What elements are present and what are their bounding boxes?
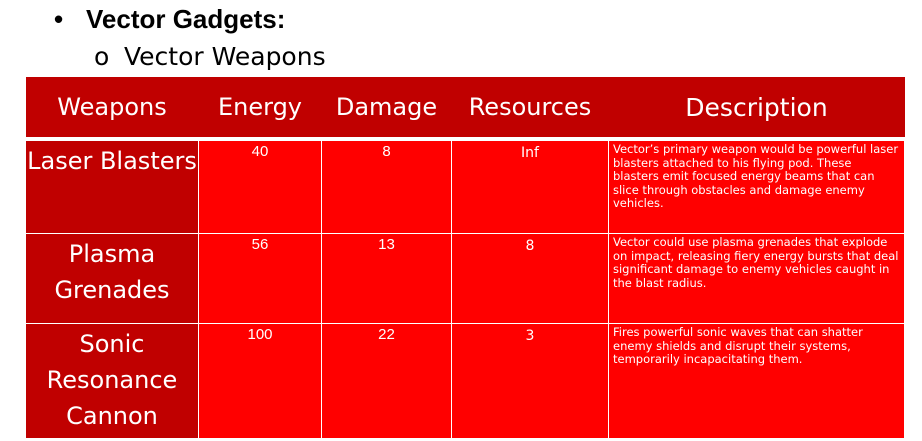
weapon-name: Laser Blasters [25, 138, 199, 234]
weapon-damage: 13 [321, 233, 452, 324]
weapon-energy: 56 [198, 233, 322, 324]
weapon-description: Vector’s primary weapon would be powerfu… [608, 138, 905, 234]
weapons-table: Weapons Energy Damage Resources Descript… [25, 77, 905, 439]
weapon-energy: 100 [198, 323, 322, 439]
header-energy: Energy [198, 77, 322, 141]
weapon-energy: 40 [198, 138, 322, 234]
table-row: Sonic Resonance Cannon 100 22 3 Fires po… [25, 323, 905, 439]
header-resources: Resources [451, 77, 609, 141]
weapon-description: Vector could use plasma grenades that ex… [608, 233, 905, 324]
weapon-description: Fires powerful sonic waves that can shat… [608, 323, 905, 439]
table-row: Plasma Grenades 56 13 8 Vector could use… [25, 233, 905, 324]
weapon-damage: 22 [321, 323, 452, 439]
subsection-heading-text: Vector Weapons [124, 42, 326, 71]
hollow-bullet-icon: o [94, 42, 110, 71]
weapon-resources: Inf [451, 138, 609, 234]
table-row: Laser Blasters 40 8 Inf Vector’s primary… [25, 138, 905, 234]
table-header-row: Weapons Energy Damage Resources Descript… [25, 77, 905, 141]
header-weapons: Weapons [25, 77, 199, 141]
section-heading-text: Vector Gadgets: [86, 4, 286, 34]
weapon-name: Sonic Resonance Cannon [25, 323, 199, 439]
weapon-resources: 8 [451, 233, 609, 324]
weapon-damage: 8 [321, 138, 452, 234]
weapon-name: Plasma Grenades [25, 233, 199, 324]
header-damage: Damage [321, 77, 452, 141]
weapon-resources: 3 [451, 323, 609, 439]
subsection-heading: o Vector Weapons [94, 40, 326, 74]
header-description: Description [608, 77, 905, 141]
bullet-icon: • [54, 4, 64, 34]
section-heading: • Vector Gadgets: [54, 2, 285, 36]
